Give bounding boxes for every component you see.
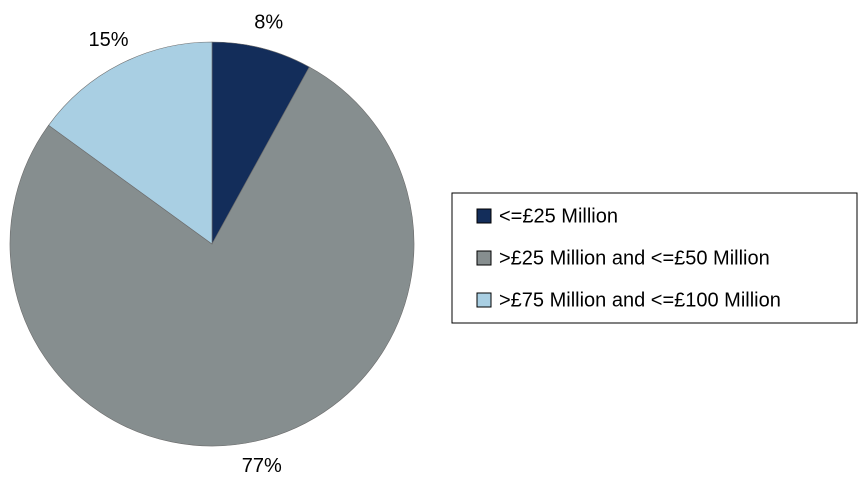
pie-slice [9,66,415,447]
data-label: 8% [254,11,283,33]
legend-swatch [476,292,492,308]
pie-slice [48,41,213,245]
data-label: 15% [88,29,128,51]
data-label: 77% [242,455,282,477]
legend-swatch [476,208,492,224]
legend-label: >£25 Million and <=£50 Million [499,247,770,269]
legend-label: <=£25 Million [499,205,618,227]
legend-label: >£75 Million and <=£100 Million [499,289,781,311]
pie-slice [211,41,310,245]
legend-box [451,192,858,324]
legend-swatch [476,250,492,266]
